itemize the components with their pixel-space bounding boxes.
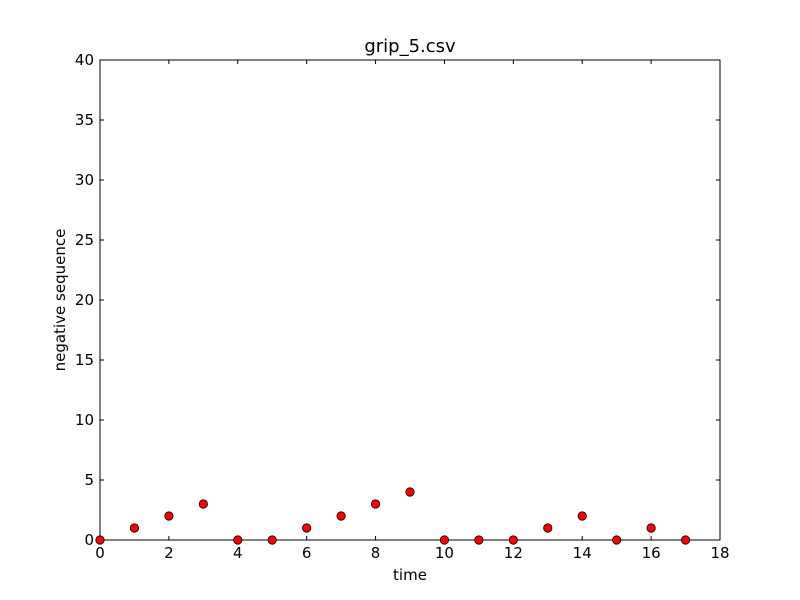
data-point (267, 535, 277, 545)
data-point (405, 487, 415, 497)
data-point (129, 523, 140, 533)
x-tick-label: 18 (710, 544, 729, 562)
data-point (336, 511, 346, 521)
data-point (543, 523, 553, 533)
y-tick-label: 20 (75, 291, 94, 309)
data-point (164, 511, 174, 521)
data-point (474, 535, 484, 545)
y-tick-label: 15 (75, 351, 94, 369)
y-axis-label: negative sequence (51, 229, 69, 372)
data-point (370, 499, 381, 509)
data-point (233, 535, 243, 545)
data-point (95, 535, 105, 545)
data-points (95, 487, 691, 545)
y-tick-label: 25 (75, 231, 94, 249)
x-axis-label: time (393, 566, 427, 584)
plot-frame (99, 59, 721, 541)
y-tick-label: 0 (84, 531, 94, 549)
y-tick-label: 10 (75, 411, 94, 429)
data-point (612, 535, 622, 545)
x-tick-label: 4 (233, 544, 243, 562)
plot-area: 0 2 4 6 8 10 12 14 16 18 0 5 10 15 20 25 30 35 40 (75, 51, 730, 562)
x-tick-label: 8 (371, 544, 381, 562)
data-point (198, 499, 208, 509)
data-point (680, 535, 691, 545)
x-tick-label: 0 (95, 544, 105, 562)
x-tick-label: 10 (435, 544, 454, 562)
data-point (577, 511, 587, 521)
x-tick-label: 12 (504, 544, 523, 562)
y-tick-label: 40 (75, 51, 94, 69)
y-tick-label: 30 (75, 171, 94, 189)
data-point (439, 535, 450, 545)
data-point (646, 523, 656, 533)
axis-ticks: 0 2 4 6 8 10 12 14 16 18 0 5 10 15 20 25 30 35 40 (75, 51, 730, 562)
data-point (508, 535, 518, 545)
y-tick-label: 5 (84, 471, 94, 489)
x-tick-label: 2 (164, 544, 174, 562)
x-tick-label: 14 (573, 544, 592, 562)
chart-title: grip_5.csv (364, 36, 456, 57)
data-point (302, 523, 312, 533)
y-tick-label: 35 (75, 111, 94, 129)
x-tick-label: 6 (302, 544, 312, 562)
x-tick-label: 16 (642, 544, 661, 562)
